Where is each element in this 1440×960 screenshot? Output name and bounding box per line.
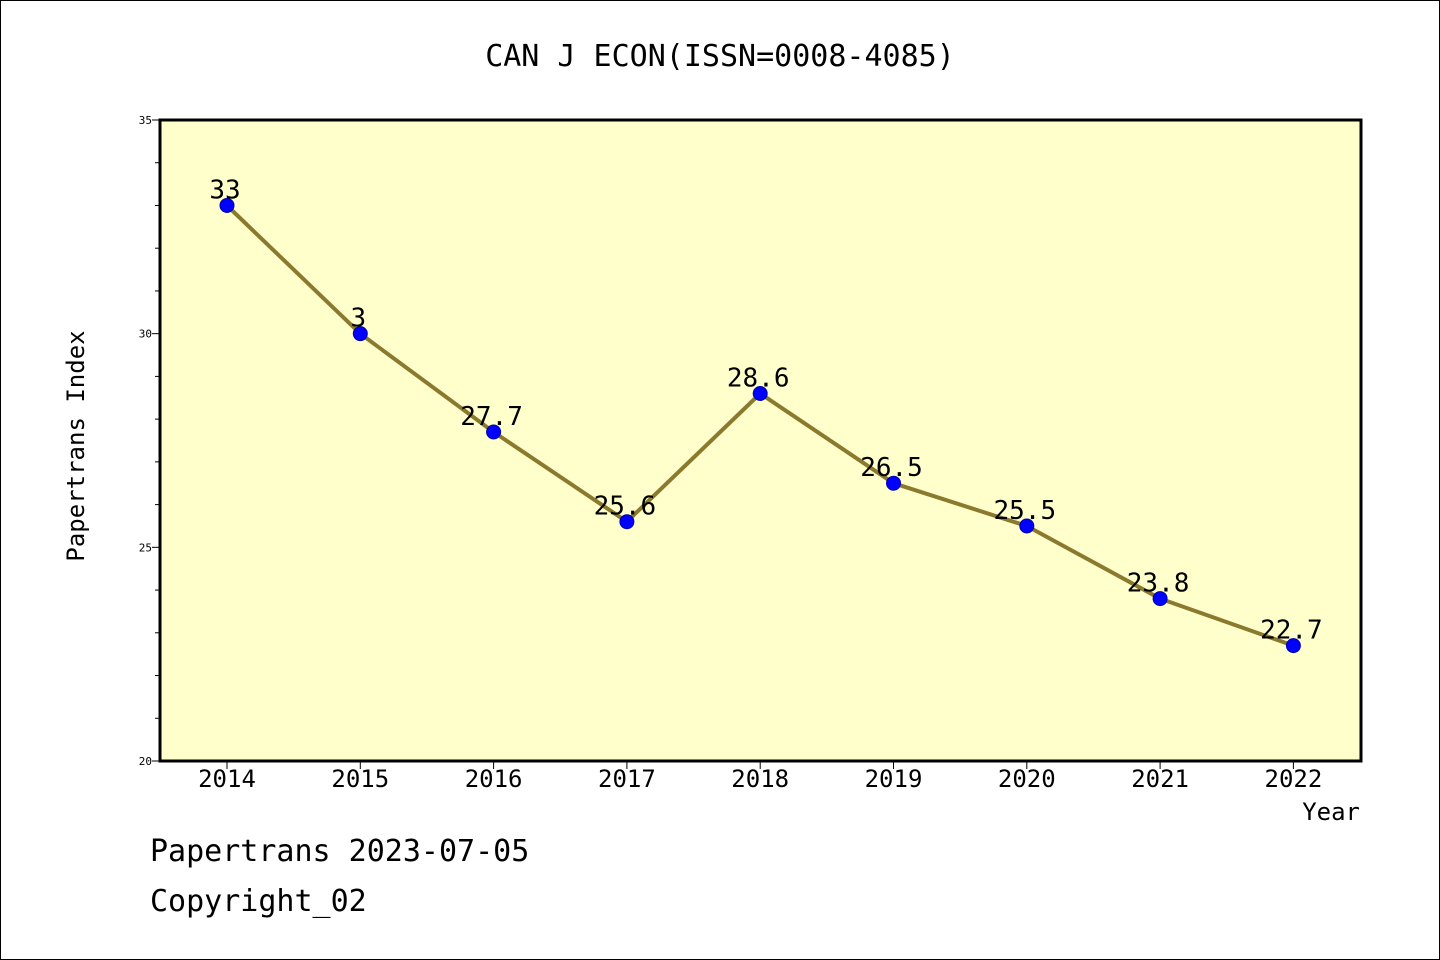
y-tick-label: 20: [139, 755, 152, 768]
data-label: 27.7: [460, 402, 523, 432]
footer-date-line: Papertrans 2023-07-05: [150, 834, 530, 869]
x-tick-label: 2015: [331, 765, 389, 793]
x-axis: 2014 2015 2016 2017 2018 2019 2020 2021 2022: [198, 761, 1322, 793]
x-tick-label: 2017: [598, 765, 656, 793]
y-tick-label: 25: [139, 541, 152, 554]
data-label: 25.5: [993, 496, 1056, 526]
data-label: 23.8: [1127, 569, 1190, 599]
x-tick-label: 2020: [998, 765, 1056, 793]
data-point: [1019, 518, 1035, 534]
data-point: [219, 197, 235, 213]
x-axis-label: Year: [1302, 798, 1360, 826]
x-tick-label: 2018: [731, 765, 789, 793]
y-axis-label: Papertrans Index: [62, 330, 90, 561]
y-axis: 20 25 30 35: [139, 114, 160, 768]
x-tick-label: 2014: [198, 765, 256, 793]
data-label: 33: [209, 175, 240, 205]
plot-area: [160, 120, 1361, 761]
data-label: 28.6: [727, 363, 790, 393]
data-point: [886, 475, 901, 491]
x-tick-label: 2021: [1131, 765, 1189, 793]
x-tick-label: 2019: [865, 765, 923, 793]
data-point: [1285, 638, 1301, 654]
data-label: 25.6: [594, 492, 657, 522]
data-point: [352, 326, 368, 342]
footer-copyright-line: Copyright_02: [150, 884, 367, 919]
y-tick-label: 30: [139, 328, 152, 341]
data-point: [752, 385, 768, 401]
data-label: 26.5: [860, 453, 923, 483]
data-label: 3: [350, 304, 366, 334]
plot-border: [158, 118, 1363, 763]
y-tick-label: 35: [139, 114, 152, 127]
data-point: [486, 424, 502, 440]
data-point: [619, 514, 635, 530]
chart-title: CAN J ECON(ISSN=0008-4085): [485, 39, 955, 74]
data-point: [1152, 591, 1168, 607]
x-tick-label: 2016: [465, 765, 523, 793]
x-tick-label: 2022: [1265, 765, 1323, 793]
data-label: 22.7: [1260, 616, 1323, 646]
